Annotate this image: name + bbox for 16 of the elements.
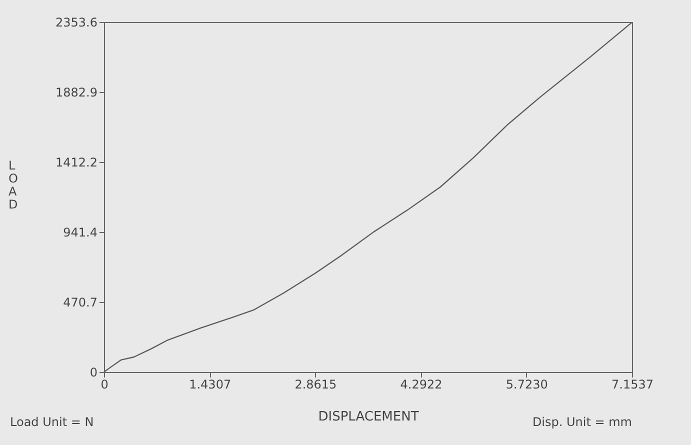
x-tick-label: 2.8615 [294, 378, 337, 392]
text: Disp. Unit = mm [532, 415, 632, 429]
x-tick-label: 0 [100, 378, 108, 392]
y-tick-label: 941.4 [63, 226, 98, 240]
x-tick-label: 4.2922 [400, 378, 442, 392]
y-axis-title: LOAD [8, 158, 18, 212]
x-tick-label: 5.7230 [506, 378, 548, 392]
x-axis-title: DISPLACEMENT [318, 410, 419, 424]
text: Load Unit = N [10, 415, 94, 429]
y-tick-label: 1882.9 [56, 85, 98, 100]
y-tick-label: 0 [90, 366, 98, 380]
y-tick-label: 470.7 [63, 296, 98, 310]
x-tick-label: 7.1537 [612, 378, 654, 392]
y-tick-label: 2353.6 [56, 16, 98, 30]
x-tick-label: 1.4307 [189, 378, 232, 392]
y-tick-label: 1412.2 [56, 155, 98, 170]
